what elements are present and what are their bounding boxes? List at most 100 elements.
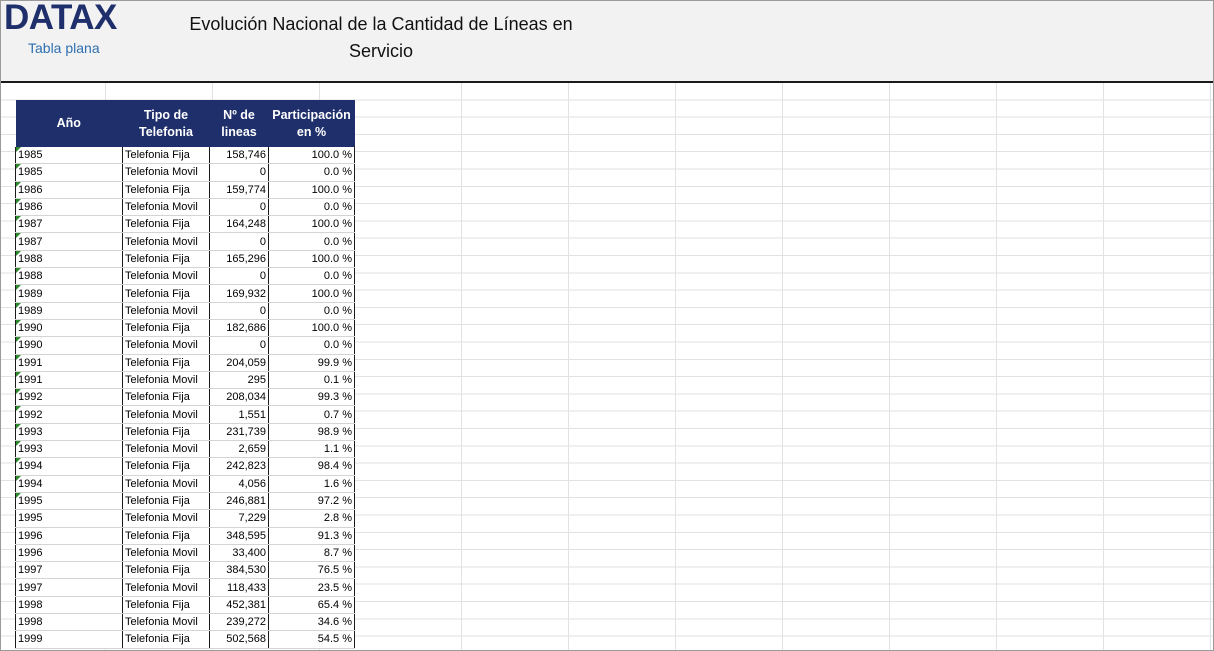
phone-type-cell[interactable]: Telefonia Fija [122,181,210,199]
line-count-cell[interactable]: 452,381 [209,596,269,615]
phone-type-cell[interactable]: Telefonia Movil [122,544,210,563]
phone-type-cell[interactable]: Telefonia Fija [122,423,210,442]
line-count-cell[interactable]: 7,229 [209,509,269,528]
year-cell[interactable]: 1998 [15,596,123,615]
line-count-cell[interactable]: 165,296 [209,250,269,269]
phone-type-cell[interactable]: Telefonia Movil [122,475,210,493]
share-cell[interactable]: 99.3 % [268,388,355,407]
line-count-cell[interactable]: 182,686 [209,319,269,338]
share-cell[interactable]: 34.6 % [268,613,355,632]
year-cell[interactable]: 1986 [15,181,123,199]
share-cell[interactable]: 99.9 % [268,354,355,372]
line-count-cell[interactable]: 2,659 [209,440,269,459]
share-cell[interactable]: 0.0 % [268,198,355,217]
share-cell[interactable]: 54.5 % [268,630,355,649]
share-cell[interactable]: 23.5 % [268,578,355,597]
line-count-cell[interactable]: 159,774 [209,181,269,199]
share-cell[interactable]: 0.0 % [268,267,355,286]
year-cell[interactable]: 1988 [15,267,123,286]
phone-type-cell[interactable]: Telefonia Fija [122,492,210,511]
share-cell[interactable]: 1.1 % [268,440,355,459]
share-cell[interactable]: 0.1 % [268,371,355,390]
phone-type-cell[interactable]: Telefonia Movil [122,405,210,424]
share-cell[interactable]: 98.9 % [268,423,355,442]
year-cell[interactable]: 1998 [15,613,123,632]
year-cell[interactable]: 1988 [15,250,123,269]
year-cell[interactable]: 1987 [15,232,123,251]
share-cell[interactable]: 100.0 % [268,147,355,165]
year-cell[interactable]: 1995 [15,492,123,511]
share-cell[interactable]: 100.0 % [268,181,355,199]
line-count-cell[interactable]: 204,059 [209,354,269,372]
year-cell[interactable]: 1996 [15,544,123,563]
share-cell[interactable]: 65.4 % [268,596,355,615]
phone-type-cell[interactable]: Telefonia Fija [122,215,210,234]
year-cell[interactable]: 1996 [15,527,123,545]
phone-type-cell[interactable]: Telefonia Fija [122,527,210,545]
line-count-cell[interactable]: 33,400 [209,544,269,563]
column-header-share[interactable]: Participación en % [268,100,355,147]
phone-type-cell[interactable]: Telefonia Fija [122,630,210,649]
column-header-year[interactable]: Año [15,100,123,147]
line-count-cell[interactable]: 239,272 [209,613,269,632]
line-count-cell[interactable]: 295 [209,371,269,390]
line-count-cell[interactable]: 0 [209,336,269,355]
share-cell[interactable]: 100.0 % [268,319,355,338]
year-cell[interactable]: 1985 [15,163,123,182]
phone-type-cell[interactable]: Telefonia Fija [122,596,210,615]
phone-type-cell[interactable]: Telefonia Fija [122,561,210,580]
phone-type-cell[interactable]: Telefonia Fija [122,147,210,165]
year-cell[interactable]: 1995 [15,509,123,528]
column-header-line-count[interactable]: Nº de lineas [209,100,269,147]
line-count-cell[interactable]: 242,823 [209,457,269,476]
line-count-cell[interactable]: 158,746 [209,147,269,165]
line-count-cell[interactable]: 118,433 [209,578,269,597]
year-cell[interactable]: 1990 [15,319,123,338]
share-cell[interactable]: 0.7 % [268,405,355,424]
phone-type-cell[interactable]: Telefonia Movil [122,336,210,355]
line-count-cell[interactable]: 384,530 [209,561,269,580]
year-cell[interactable]: 1987 [15,215,123,234]
phone-type-cell[interactable]: Telefonia Fija [122,354,210,372]
share-cell[interactable]: 100.0 % [268,284,355,303]
share-cell[interactable]: 1.6 % [268,475,355,493]
phone-type-cell[interactable]: Telefonia Fija [122,319,210,338]
share-cell[interactable]: 2.8 % [268,509,355,528]
year-cell[interactable]: 1992 [15,405,123,424]
share-cell[interactable]: 100.0 % [268,250,355,269]
year-cell[interactable]: 1994 [15,457,123,476]
year-cell[interactable]: 1997 [15,578,123,597]
line-count-cell[interactable]: 1,551 [209,405,269,424]
phone-type-cell[interactable]: Telefonia Movil [122,578,210,597]
line-count-cell[interactable]: 0 [209,198,269,217]
line-count-cell[interactable]: 0 [209,232,269,251]
share-cell[interactable]: 0.0 % [268,302,355,320]
share-cell[interactable]: 0.0 % [268,336,355,355]
share-cell[interactable]: 8.7 % [268,544,355,563]
share-cell[interactable]: 91.3 % [268,527,355,545]
phone-type-cell[interactable]: Telefonia Movil [122,509,210,528]
year-cell[interactable]: 1994 [15,475,123,493]
line-count-cell[interactable]: 4,056 [209,475,269,493]
phone-type-cell[interactable]: Telefonia Fija [122,284,210,303]
phone-type-cell[interactable]: Telefonia Movil [122,302,210,320]
line-count-cell[interactable]: 502,568 [209,630,269,649]
share-cell[interactable]: 98.4 % [268,457,355,476]
phone-type-cell[interactable]: Telefonia Movil [122,232,210,251]
year-cell[interactable]: 1997 [15,561,123,580]
share-cell[interactable]: 76.5 % [268,561,355,580]
line-count-cell[interactable]: 246,881 [209,492,269,511]
line-count-cell[interactable]: 169,932 [209,284,269,303]
year-cell[interactable]: 1993 [15,440,123,459]
year-cell[interactable]: 1989 [15,302,123,320]
phone-type-cell[interactable]: Telefonia Fija [122,388,210,407]
phone-type-cell[interactable]: Telefonia Movil [122,440,210,459]
share-cell[interactable]: 97.2 % [268,492,355,511]
phone-type-cell[interactable]: Telefonia Fija [122,250,210,269]
phone-type-cell[interactable]: Telefonia Movil [122,198,210,217]
phone-type-cell[interactable]: Telefonia Movil [122,267,210,286]
phone-type-cell[interactable]: Telefonia Movil [122,163,210,182]
phone-type-cell[interactable]: Telefonia Fija [122,457,210,476]
line-count-cell[interactable]: 0 [209,163,269,182]
year-cell[interactable]: 1989 [15,284,123,303]
